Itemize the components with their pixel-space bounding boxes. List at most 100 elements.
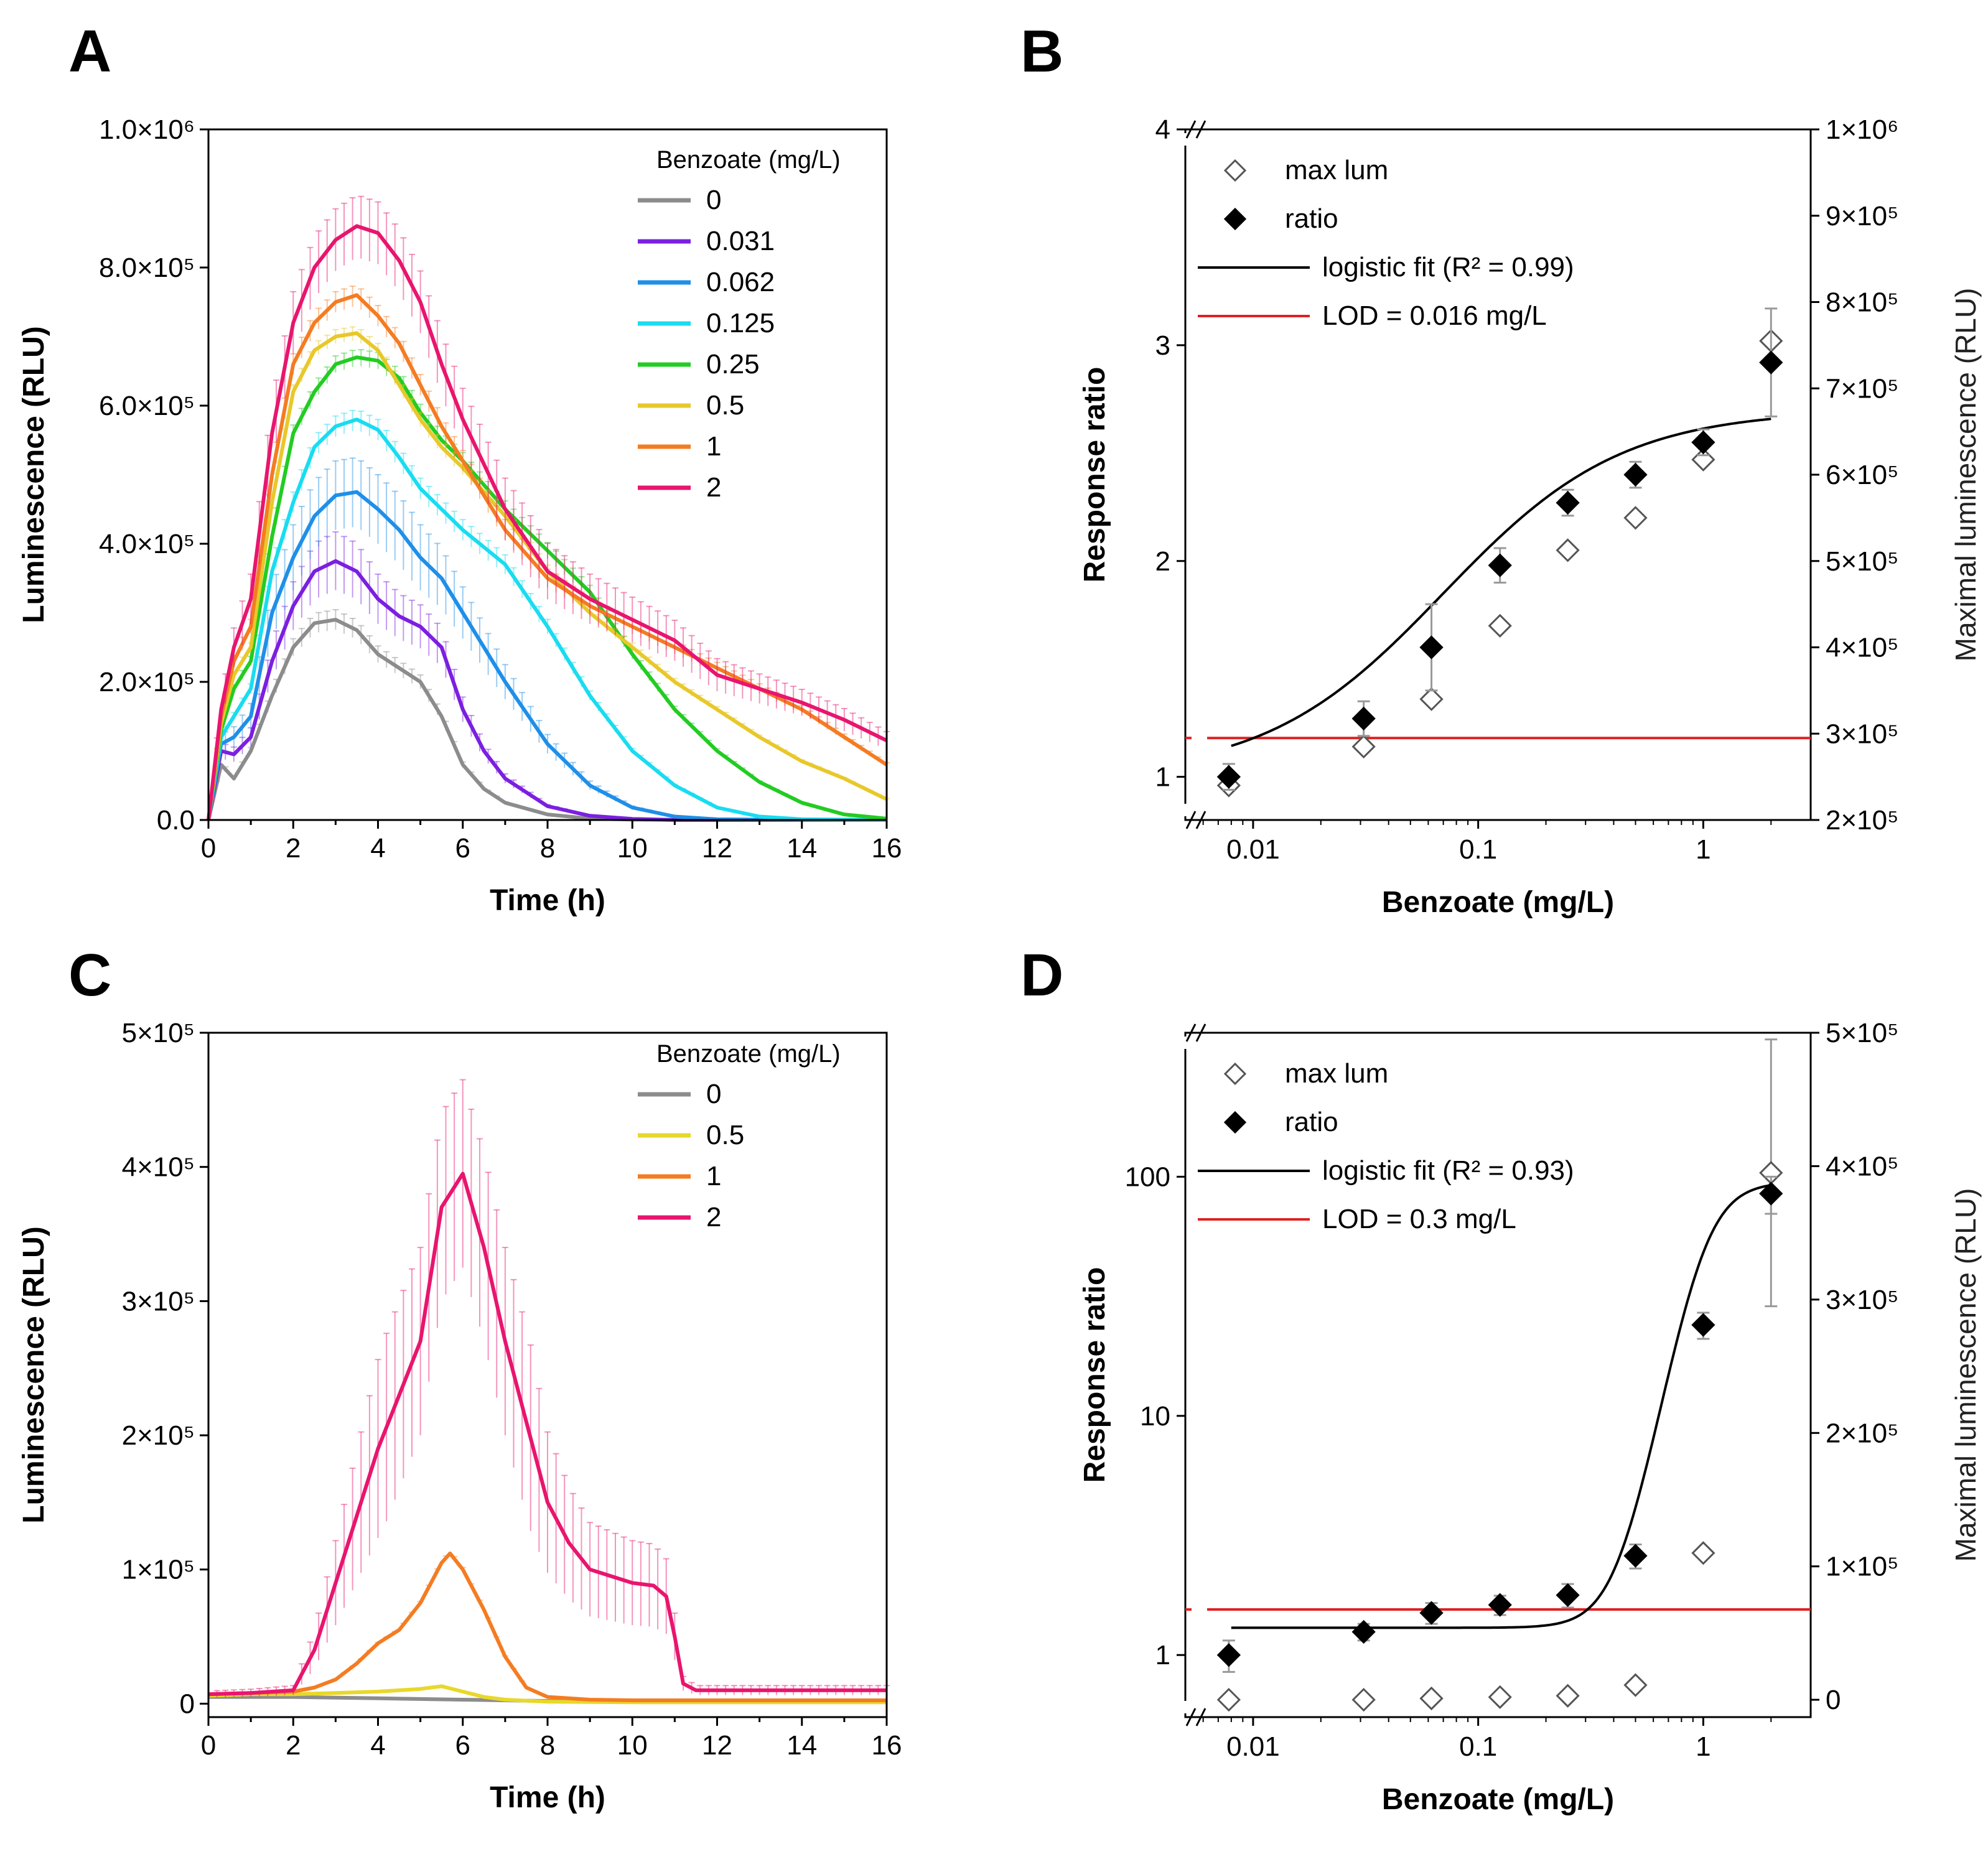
legend-label: 0.125 [706,308,775,338]
ratio-point [1216,765,1241,789]
x-axis-label: Benzoate (mg/L) [1382,1783,1614,1816]
x-tick-label: 16 [872,1730,902,1761]
ratio-point [1623,1544,1648,1568]
ratio-point [1691,1313,1715,1337]
max-lum-point [1691,1541,1715,1565]
series-line [207,224,888,821]
series-line [208,1684,887,1705]
ratio-point [1419,1601,1444,1625]
x-tick-label: 1 [1696,834,1710,865]
x-tick-label: 0.1 [1459,1731,1497,1762]
max-lum-point [1556,538,1580,562]
x-tick-label: 14 [786,1730,817,1761]
series-line [207,618,887,822]
ratio-point [1759,1181,1783,1206]
series-a-0.031 [207,531,887,822]
max-lum-point [1216,1687,1241,1712]
y2-tick-label: 2×10⁵ [1826,1418,1898,1448]
x-tick-label: 4 [370,1730,385,1761]
series-a-0.125 [207,409,887,822]
legend-label: logistic fit (R² = 0.99) [1322,252,1574,282]
ratio-point [1351,1619,1376,1644]
y-tick-label: 0.0 [157,805,195,836]
series-c-2 [208,1079,890,1698]
y-tick-label: 2 [1155,546,1170,577]
y-tick-label: 2×10⁵ [122,1420,195,1451]
x-tick-label: 4 [370,833,385,864]
y2-axis-label: Maximal luminescence (RLU) [1949,1188,1982,1562]
legend-label: LOD = 0.3 mg/L [1322,1204,1516,1234]
y-tick-label: 3 [1155,330,1170,361]
x-tick-label: 16 [872,833,902,864]
legend-title: Benzoate (mg/L) [656,1040,841,1068]
legend: max lum ratio logistic fit (R² = 0.93) LOD … [1198,1058,1574,1234]
y2-tick-label: 3×10⁵ [1826,1285,1898,1315]
max-lum-point [1351,734,1376,759]
y-tick-label: 6.0×10⁵ [99,391,195,421]
series-line [207,417,887,822]
legend-label: max lum [1285,155,1388,185]
max-lum-point [1623,1673,1648,1697]
series-line [207,293,888,821]
legend-label: 0.5 [706,390,744,421]
legend-label: 2 [706,472,721,503]
series-a-0 [207,609,887,822]
axis-break-mark [1195,1708,1206,1726]
series-line [207,490,887,822]
y-tick-label: 3×10⁵ [122,1286,195,1316]
panel-d-chart: 0.01 0.1 1 1 10 100 0 1×10⁵ 2×10⁵ 3×10⁵ 4×10⁵ 5×10⁵… [1078,1018,1982,1816]
y2-tick-label: 7×10⁵ [1826,373,1898,404]
legend-label: ratio [1285,203,1338,234]
series-a-0.5 [207,326,890,821]
panel-letter-a: A [68,18,111,85]
x-tick-label: 10 [617,1730,648,1761]
x-tick-label: 0.1 [1459,834,1497,865]
x-tick-label: 6 [455,833,470,864]
x-tick-label: 0.01 [1226,1731,1280,1762]
y2-tick-label: 8×10⁵ [1826,287,1898,318]
y-axis-label: Luminescence (RLU) [17,326,50,623]
y-tick-label: 1 [1155,1640,1170,1670]
ratio-point [1488,1593,1512,1617]
x-axis-label: Time (h) [490,884,605,917]
axis-break-gap [1180,1701,1190,1713]
x-tick-label: 2 [286,833,301,864]
legend-marker-ratio [1223,207,1247,231]
legend-label: 0.031 [706,226,775,256]
logistic-fit-line [1231,417,1771,747]
series-a-0.062 [207,457,887,822]
ratio-point [1488,553,1512,577]
legend-marker-max-lum [1223,159,1247,182]
ratio-point [1419,635,1444,659]
legend-label: 1 [706,431,721,462]
y-tick-label: 0 [180,1688,195,1719]
legend-label: 0.5 [706,1120,744,1150]
x-tick-label: 0 [201,1730,216,1761]
y-tick-label: 1.0×10⁶ [99,114,195,145]
y-tick-label: 1×10⁵ [122,1555,195,1585]
plot-frame [1184,1032,1812,1718]
y-tick-label: 4 [1155,114,1170,145]
x-tick-label: 12 [702,833,732,864]
x-tick-label: 12 [702,1730,732,1761]
legend-marker-ratio [1223,1111,1247,1134]
x-tick-label: 1 [1696,1731,1710,1762]
y2-tick-label: 5×10⁵ [1826,546,1898,577]
y2-axis-label: Maximal luminescence (RLU) [1949,288,1982,662]
max-lum-point [1488,1685,1512,1709]
y2-tick-label: 9×10⁵ [1826,201,1898,231]
y-tick-label: 4×10⁵ [122,1152,195,1183]
ratio-point [1216,1643,1241,1667]
legend: max lum ratio logistic fit (R² = 0.99) LOD … [1198,155,1574,331]
y-tick-label: 5×10⁵ [122,1018,195,1048]
max-lum-point [1351,1687,1376,1712]
x-tick-label: 6 [455,1730,470,1761]
x-tick-label: 14 [786,833,817,864]
plot-frame [207,1032,888,1718]
y-tick-label: 8.0×10⁵ [99,253,195,283]
y-tick-label: 2.0×10⁵ [99,667,195,697]
legend: Benzoate (mg/L) 0 0.031 0.062 0.125 0.25 0.5 1 2 [638,146,841,503]
legend-label: 2 [706,1202,721,1232]
y-axis-label: Response ratio [1078,367,1111,583]
